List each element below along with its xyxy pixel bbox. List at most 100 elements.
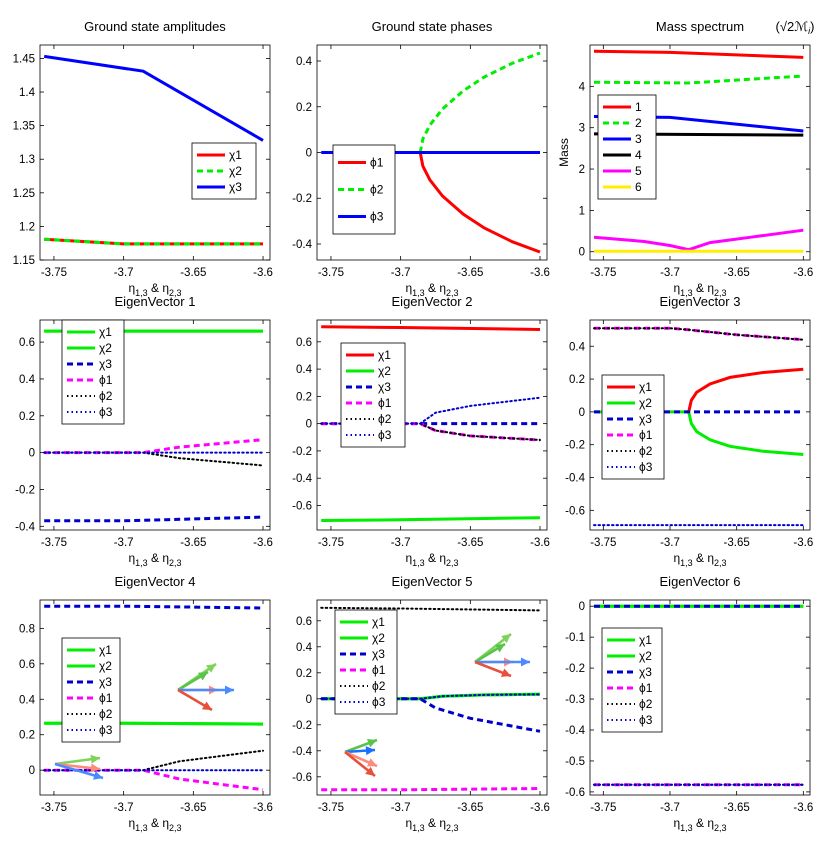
legend-label: ϕ1	[639, 681, 653, 695]
legend-label: χ1	[99, 643, 112, 657]
legend: χ1 χ2 χ3 ϕ1 ϕ2 ϕ3	[334, 609, 398, 715]
y-tick-label: 3	[579, 123, 585, 135]
chart-panel-7: EigenVector 4 -3.75 -3.7 -3.65 -3.6 0 0.2 0.4 0.…	[19, 574, 273, 833]
chart-panel-4: EigenVector 1 -3.75 -3.7 -3.65 -3.6 -0.4 -0.2 0…	[15, 294, 273, 568]
x-tick-label: -3.75	[41, 537, 67, 549]
series-line-3	[44, 604, 264, 610]
legend-label: ϕ3	[639, 713, 653, 727]
chart-title: Ground state phases	[372, 19, 493, 34]
y-tick-label: 1.3	[19, 154, 35, 166]
legend-label: χ2	[229, 164, 242, 178]
legend-label: ϕ2	[639, 697, 653, 711]
vector-arrow-cluster	[344, 738, 378, 778]
x-tick-label: -3.6	[253, 267, 273, 279]
vector-arrow	[344, 746, 376, 756]
series-line-2	[44, 237, 263, 246]
x-tick-label: -3.7	[391, 537, 411, 549]
chart-title: EigenVector 2	[392, 294, 473, 309]
x-tick-label: -3.65	[457, 537, 483, 549]
y-tick-label: -0.3	[565, 694, 585, 706]
series-line-1	[593, 49, 804, 59]
x-tick-label: -3.6	[530, 267, 550, 279]
y-tick-label: -0.6	[565, 787, 585, 799]
vector-arrow	[344, 750, 378, 768]
chart-title: EigenVector 3	[660, 294, 741, 309]
vector-arrow-cluster	[177, 662, 234, 712]
x-tick-label: -3.65	[724, 537, 750, 549]
y-tick-label: -0.1	[565, 632, 585, 644]
legend-label: 1	[635, 100, 642, 114]
y-tick-label: -0.4	[565, 473, 585, 485]
y-tick-label: 0	[306, 419, 312, 431]
legend-label: ϕ2	[378, 412, 392, 426]
chart-title: Mass spectrum	[656, 19, 744, 34]
y-tick-label: 0.6	[19, 337, 35, 349]
vector-arrow	[475, 657, 530, 667]
y-tick-label: 0.4	[19, 374, 36, 386]
chart-panel-3: Mass spectrum (√2ℳi) -3.75 -3.7 -3.65 -3.6 0 1 2…	[557, 19, 814, 298]
y-tick-label: -0.2	[292, 193, 312, 205]
y-tick-label: 0.4	[296, 642, 313, 654]
x-tick-label: -3.6	[793, 267, 813, 279]
legend-label: ϕ3	[99, 723, 113, 737]
series-line-5	[593, 228, 804, 252]
axes-box	[589, 599, 811, 796]
chart-panel-8: EigenVector 5 -3.75 -3.7 -3.65 -3.6 -0.6 -0.4 -…	[292, 574, 550, 833]
y-tick-label: 0.4	[296, 364, 313, 376]
y-tick-label: 0.4	[296, 56, 313, 68]
y-tick-label: -0.4	[15, 521, 35, 533]
axes-box	[39, 319, 271, 531]
series-line-2	[594, 410, 804, 456]
series-line-2	[593, 74, 804, 85]
y-tick-label: 1.4	[19, 87, 36, 99]
legend-label: χ1	[372, 615, 385, 629]
legend-label: ϕ1	[639, 428, 653, 442]
chart-panel-9: EigenVector 6 -3.75 -3.7 -3.65 -3.6 -0.6 -0.5 -…	[565, 574, 813, 833]
legend-label: χ2	[639, 649, 652, 663]
y-tick-label: 0	[579, 407, 585, 419]
legend-label: χ1	[229, 148, 242, 162]
legend-label: χ3	[639, 665, 652, 679]
series-line-5	[43, 749, 264, 772]
x-axis-label: η1,3 & η2,3	[128, 551, 181, 568]
legend: χ1 χ2 χ3 ϕ1 ϕ2 ϕ3	[340, 342, 406, 448]
x-tick-label: -3.65	[724, 267, 750, 279]
legend-label: 4	[635, 148, 642, 162]
chart-panel-5: EigenVector 2 -3.75 -3.7 -3.65 -3.6 -0.6 -0.4 -…	[292, 294, 550, 568]
legend: ϕ1 ϕ2 ϕ3	[332, 144, 396, 235]
x-tick-label: -3.65	[724, 802, 750, 814]
x-tick-label: -3.6	[793, 802, 813, 814]
vector-arrow	[54, 762, 104, 780]
x-tick-label: -3.75	[590, 267, 616, 279]
chart-title: EigenVector 5	[392, 574, 473, 589]
legend-label: χ3	[229, 180, 242, 194]
x-tick-label: -3.6	[530, 802, 550, 814]
axes-box	[39, 44, 271, 261]
legend-label: χ3	[372, 647, 385, 661]
legend-label: 3	[635, 132, 642, 146]
series-line-6	[320, 396, 541, 425]
legend-label: χ2	[372, 631, 385, 645]
legend: χ1 χ2 χ3 ϕ1 ϕ2 ϕ3	[61, 637, 121, 743]
x-tick-label: -3.65	[457, 802, 483, 814]
legend-label: ϕ1	[378, 396, 392, 410]
series-line-2	[418, 51, 541, 153]
x-tick-label: -3.7	[391, 802, 411, 814]
x-tick-label: -3.75	[318, 267, 344, 279]
x-tick-label: -3.7	[660, 802, 680, 814]
y-tick-label: 0.6	[296, 616, 312, 628]
y-tick-label: 0	[29, 448, 35, 460]
vector-arrow-cluster	[474, 632, 530, 678]
y-tick-label: -0.4	[565, 725, 585, 737]
legend-label: χ1	[639, 380, 652, 394]
axes-box	[316, 599, 548, 796]
y-tick-label: 0	[306, 694, 312, 706]
x-tick-label: -3.6	[530, 537, 550, 549]
chart-panel-6: EigenVector 3 -3.75 -3.7 -3.65 -3.6 -0.6 -0.4 -…	[565, 294, 813, 568]
series-line-5	[593, 327, 805, 341]
legend-label: ϕ2	[99, 389, 113, 403]
x-axis-label: η1,3 & η2,3	[405, 816, 458, 833]
y-tick-label: 0.6	[19, 659, 35, 671]
legend-label: 2	[635, 116, 642, 130]
